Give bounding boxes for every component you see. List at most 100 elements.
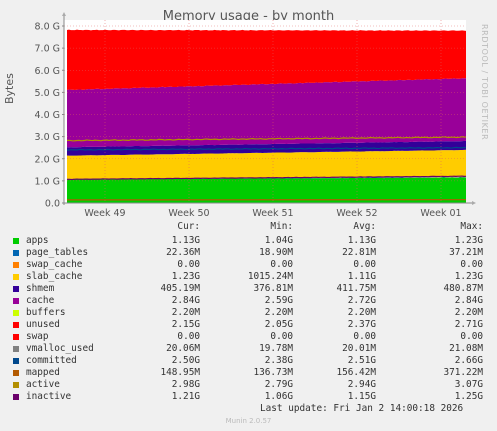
legend-row-mapped: mapped 148.95M 136.73M 156.42M 371.22M: [0, 367, 497, 379]
legend-swatch: [13, 394, 19, 400]
legend-swatch: [13, 310, 19, 316]
legend-max-value: 1.25G: [454, 391, 483, 402]
legend-max-value: 37.21M: [449, 247, 483, 258]
legend-swatch: [13, 382, 19, 388]
legend-min-value: 2.20M: [264, 307, 293, 318]
legend-cur-value: 2.15G: [171, 319, 200, 330]
y-tick-label: 3.0 G: [35, 132, 61, 143]
legend-cur-value: 1.23G: [171, 271, 200, 282]
x-tick-label: Week 52: [336, 208, 377, 219]
legend-row-committed: committed 2.50G 2.38G 2.51G 2.66G: [0, 355, 497, 367]
last-update: Last update: Fri Jan 2 14:00:18 2026: [260, 403, 464, 414]
y-tick-label: 1.0 G: [35, 176, 61, 187]
legend-cur-value: 1.21G: [171, 391, 200, 402]
legend-cur-value: 2.20M: [171, 307, 200, 318]
area-apps: [67, 177, 466, 203]
legend-label: apps: [26, 235, 49, 246]
line-committed: [67, 146, 467, 151]
legend-min-value: 1.06G: [264, 391, 293, 402]
y-tick-label: 8.0 G: [35, 22, 61, 33]
legend-avg-value: 2.51G: [347, 355, 376, 366]
legend-swatch: [13, 298, 19, 304]
legend-swatch: [13, 370, 19, 376]
legend-swatch: [13, 358, 19, 364]
x-tick-label: Week 51: [252, 208, 293, 219]
legend-label: slab_cache: [26, 271, 83, 282]
legend-avg-value: 22.81M: [342, 247, 376, 258]
legend-cur-value: 2.84G: [171, 295, 200, 306]
rrdtool-watermark: RRDTOOL / TOBI OETIKER: [480, 24, 489, 141]
y-tick-label: 7.0 G: [35, 44, 61, 55]
legend-row-swap-cache: swap_cache 0.00 0.00 0.00 0.00: [0, 259, 497, 271]
legend-min-value: 0.00: [270, 259, 293, 270]
line-inactive: [66, 175, 467, 181]
legend-cur-value: 2.98G: [171, 379, 200, 390]
memory-chart: 0.0 1.0 G 2.0 G 3.0 G 4.0 G 5.0 G 6.0 G 7.0 G 8.…: [35, 12, 476, 219]
legend-min-value: 1015.24M: [247, 271, 293, 282]
legend-cur-value: 20.06M: [166, 343, 200, 354]
x-tick-label: Week 50: [168, 208, 209, 219]
legend-avg-value: 20.01M: [342, 343, 376, 354]
legend-row-page-tables: page_tables 22.36M 18.90M 22.81M 37.21M: [0, 247, 497, 259]
legend-swatch: [13, 334, 19, 340]
area-unused: [67, 29, 466, 90]
legend-max-value: 480.87M: [443, 283, 483, 294]
legend-min-value: 376.81M: [253, 283, 293, 294]
legend-cur-value: 2.50G: [171, 355, 200, 366]
legend-label: mapped: [26, 367, 60, 378]
y-tick-label: 0.0: [45, 199, 60, 210]
y-tick-label: 6.0 G: [35, 66, 61, 77]
legend-max-value: 0.00: [460, 259, 483, 270]
legend-avg-value: 1.13G: [347, 235, 376, 246]
legend-max-value: 1.23G: [454, 271, 483, 282]
x-axis-arrow: [472, 201, 476, 205]
legend-header-avg: Avg:: [353, 221, 376, 232]
y-axis-arrow: [62, 12, 66, 16]
y-tick-label: 4.0 G: [35, 110, 61, 121]
legend-min-value: 2.38G: [264, 355, 293, 366]
legend-min-value: 0.00: [270, 331, 293, 342]
legend-avg-value: 156.42M: [336, 367, 376, 378]
legend-row-active: active 2.98G 2.79G 2.94G 3.07G: [0, 379, 497, 391]
legend-min-value: 1.04G: [264, 235, 293, 246]
legend-row-vmalloc-used: vmalloc_used 20.06M 19.78M 20.01M 21.08M: [0, 343, 497, 355]
legend-row-buffers: buffers 2.20M 2.20M 2.20M 2.20M: [0, 307, 497, 319]
legend-avg-value: 2.37G: [347, 319, 376, 330]
area-slab-cache: [67, 149, 466, 179]
legend-avg-value: 2.20M: [347, 307, 376, 318]
legend-label: unused: [26, 319, 60, 330]
legend-label: vmalloc_used: [26, 343, 94, 354]
legend-max-value: 2.20M: [454, 307, 483, 318]
legend-label: inactive: [26, 391, 72, 402]
legend-avg-value: 1.15G: [347, 391, 376, 402]
legend-row-apps: apps 1.13G 1.04G 1.13G 1.23G: [0, 235, 497, 247]
line-active: [66, 136, 467, 142]
legend-avg-value: 2.94G: [347, 379, 376, 390]
x-tick-label: Week 01: [420, 208, 461, 219]
legend-min-value: 2.05G: [264, 319, 293, 330]
x-tick-label: Week 49: [84, 208, 125, 219]
legend-row-unused: unused 2.15G 2.05G 2.37G 2.71G: [0, 319, 497, 331]
legend-cur-value: 0.00: [177, 331, 200, 342]
munin-version: Munin 2.0.57: [225, 417, 272, 425]
legend-label: shmem: [26, 283, 55, 294]
legend-row-inactive: inactive 1.21G 1.06G 1.15G 1.25G: [0, 391, 497, 403]
legend-row-slab-cache: slab_cache 1.23G 1015.24M 1.11G 1.23G: [0, 271, 497, 283]
legend-label: swap: [26, 331, 49, 342]
legend-swatch: [13, 346, 19, 352]
legend-label: cache: [26, 295, 55, 306]
legend-label: committed: [26, 355, 77, 366]
legend-swatch: [13, 322, 19, 328]
legend-max-value: 1.23G: [454, 235, 483, 246]
legend-label: buffers: [26, 307, 66, 318]
legend-cur-value: 148.95M: [160, 367, 200, 378]
y-tick-label: 2.0 G: [35, 154, 61, 165]
legend-row-shmem: shmem 405.19M 376.81M 411.75M 480.87M: [0, 283, 497, 295]
legend-cur-value: 22.36M: [166, 247, 200, 258]
legend-swatch: [13, 262, 19, 268]
legend-swatch: [13, 250, 19, 256]
legend-label: page_tables: [26, 247, 89, 258]
legend-max-value: 371.22M: [443, 367, 483, 378]
area-cache: [67, 78, 466, 148]
legend-max-value: 2.84G: [454, 295, 483, 306]
